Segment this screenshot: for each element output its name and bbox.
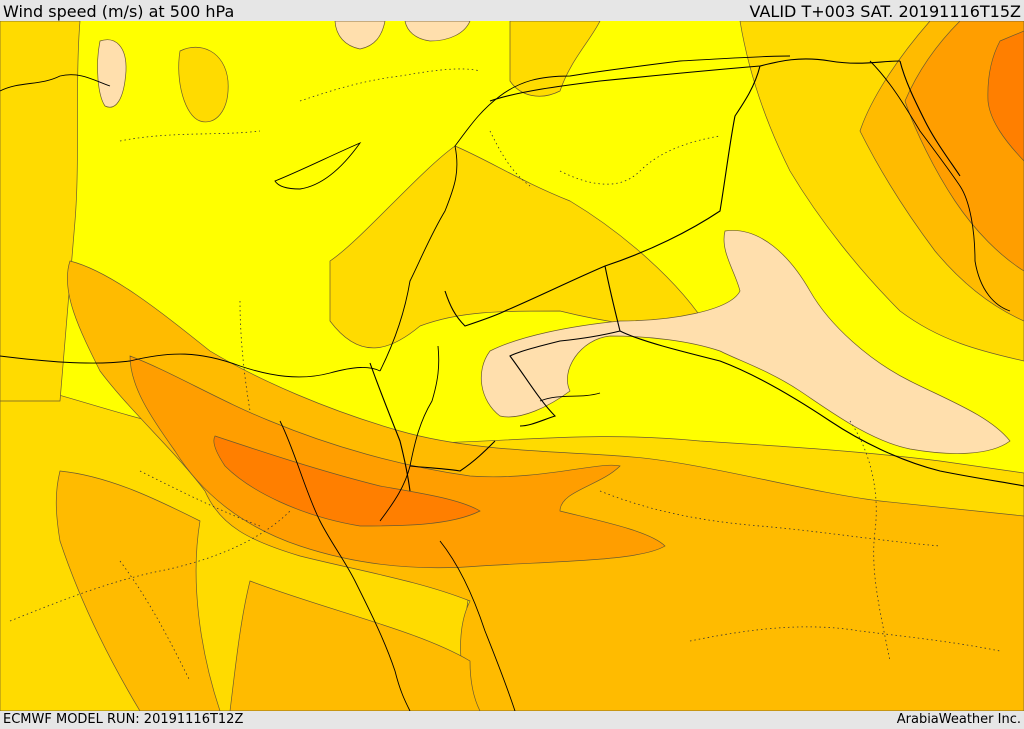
model-run: ECMWF MODEL RUN: 20191116T12Z — [3, 712, 244, 727]
brand-credit: ArabiaWeather Inc. — [896, 712, 1021, 727]
valid-time: VALID T+003 SAT. 20191116T15Z — [749, 2, 1021, 21]
coastlines — [0, 55, 1011, 711]
map-footer: ECMWF MODEL RUN: 20191116T12Z ArabiaWeat… — [0, 711, 1024, 729]
map-canvas — [0, 21, 1024, 711]
country-borders — [369, 58, 1024, 492]
map-title: Wind speed (m/s) at 500 hPa — [3, 2, 235, 21]
band-deeporange — [213, 30, 1024, 527]
band-lowest — [97, 21, 1011, 454]
wind-speed-map[interactable] — [0, 21, 1024, 711]
map-header: Wind speed (m/s) at 500 hPa VALID T+003 … — [0, 0, 1024, 21]
admin-boundaries — [9, 68, 1001, 682]
